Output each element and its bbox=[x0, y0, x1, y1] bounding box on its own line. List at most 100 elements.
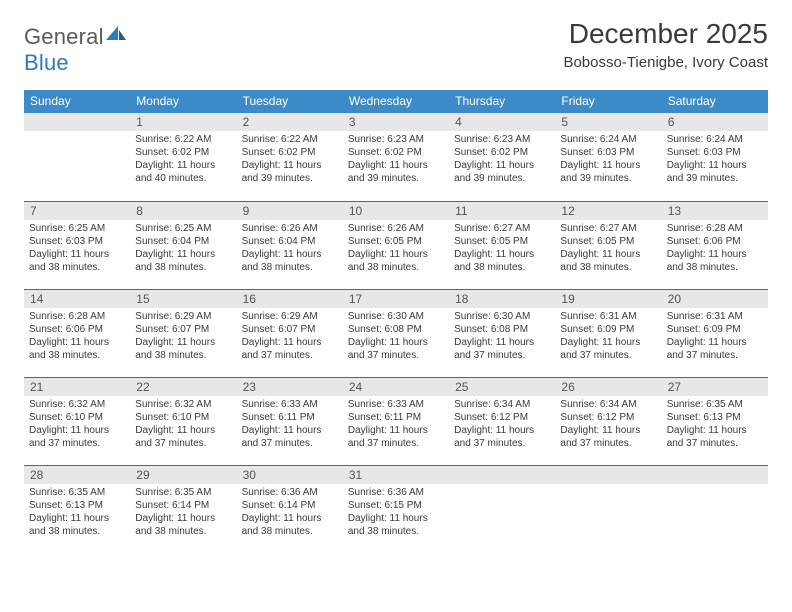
daylight-text: Daylight: 11 hours and 38 minutes. bbox=[135, 512, 232, 538]
sunrise-text: Sunrise: 6:29 AM bbox=[135, 310, 232, 323]
sunset-text: Sunset: 6:06 PM bbox=[29, 323, 126, 336]
day-number: 30 bbox=[237, 466, 343, 484]
sunset-text: Sunset: 6:09 PM bbox=[560, 323, 657, 336]
day-detail: Sunrise: 6:25 AMSunset: 6:03 PMDaylight:… bbox=[24, 220, 130, 277]
sunset-text: Sunset: 6:12 PM bbox=[454, 411, 551, 424]
daylight-text: Daylight: 11 hours and 38 minutes. bbox=[242, 512, 339, 538]
sunrise-text: Sunrise: 6:32 AM bbox=[29, 398, 126, 411]
daylight-text: Daylight: 11 hours and 38 minutes. bbox=[348, 512, 445, 538]
sunset-text: Sunset: 6:03 PM bbox=[29, 235, 126, 248]
day-detail: Sunrise: 6:31 AMSunset: 6:09 PMDaylight:… bbox=[662, 308, 768, 365]
day-detail: Sunrise: 6:35 AMSunset: 6:13 PMDaylight:… bbox=[24, 484, 130, 541]
daylight-text: Daylight: 11 hours and 38 minutes. bbox=[348, 248, 445, 274]
day-cell: 28Sunrise: 6:35 AMSunset: 6:13 PMDayligh… bbox=[24, 465, 130, 553]
sunset-text: Sunset: 6:14 PM bbox=[242, 499, 339, 512]
day-cell: 23Sunrise: 6:33 AMSunset: 6:11 PMDayligh… bbox=[237, 377, 343, 465]
sunrise-text: Sunrise: 6:26 AM bbox=[242, 222, 339, 235]
day-number: 28 bbox=[24, 466, 130, 484]
sunrise-text: Sunrise: 6:29 AM bbox=[242, 310, 339, 323]
dayhead-sun: Sunday bbox=[24, 90, 130, 113]
daylight-text: Daylight: 11 hours and 37 minutes. bbox=[667, 336, 764, 362]
day-number bbox=[662, 466, 768, 484]
day-cell: 10Sunrise: 6:26 AMSunset: 6:05 PMDayligh… bbox=[343, 201, 449, 289]
daylight-text: Daylight: 11 hours and 37 minutes. bbox=[560, 336, 657, 362]
day-cell: 7Sunrise: 6:25 AMSunset: 6:03 PMDaylight… bbox=[24, 201, 130, 289]
day-number: 24 bbox=[343, 378, 449, 396]
sunrise-text: Sunrise: 6:25 AM bbox=[135, 222, 232, 235]
daylight-text: Daylight: 11 hours and 38 minutes. bbox=[667, 248, 764, 274]
day-number bbox=[24, 113, 130, 131]
day-detail: Sunrise: 6:22 AMSunset: 6:02 PMDaylight:… bbox=[130, 131, 236, 188]
daylight-text: Daylight: 11 hours and 37 minutes. bbox=[560, 424, 657, 450]
day-cell: 20Sunrise: 6:31 AMSunset: 6:09 PMDayligh… bbox=[662, 289, 768, 377]
day-cell: 27Sunrise: 6:35 AMSunset: 6:13 PMDayligh… bbox=[662, 377, 768, 465]
day-number: 6 bbox=[662, 113, 768, 131]
sunrise-text: Sunrise: 6:35 AM bbox=[667, 398, 764, 411]
sunrise-text: Sunrise: 6:23 AM bbox=[348, 133, 445, 146]
day-detail: Sunrise: 6:30 AMSunset: 6:08 PMDaylight:… bbox=[449, 308, 555, 365]
day-detail: Sunrise: 6:22 AMSunset: 6:02 PMDaylight:… bbox=[237, 131, 343, 188]
daylight-text: Daylight: 11 hours and 37 minutes. bbox=[242, 336, 339, 362]
day-detail: Sunrise: 6:29 AMSunset: 6:07 PMDaylight:… bbox=[130, 308, 236, 365]
sunset-text: Sunset: 6:14 PM bbox=[135, 499, 232, 512]
daylight-text: Daylight: 11 hours and 37 minutes. bbox=[348, 336, 445, 362]
sunrise-text: Sunrise: 6:35 AM bbox=[135, 486, 232, 499]
sunset-text: Sunset: 6:02 PM bbox=[242, 146, 339, 159]
day-detail: Sunrise: 6:32 AMSunset: 6:10 PMDaylight:… bbox=[130, 396, 236, 453]
dayhead-mon: Monday bbox=[130, 90, 236, 113]
day-cell bbox=[662, 465, 768, 553]
day-number: 29 bbox=[130, 466, 236, 484]
day-number bbox=[449, 466, 555, 484]
daylight-text: Daylight: 11 hours and 39 minutes. bbox=[242, 159, 339, 185]
sunset-text: Sunset: 6:04 PM bbox=[135, 235, 232, 248]
day-detail: Sunrise: 6:34 AMSunset: 6:12 PMDaylight:… bbox=[555, 396, 661, 453]
sunset-text: Sunset: 6:13 PM bbox=[667, 411, 764, 424]
sunrise-text: Sunrise: 6:31 AM bbox=[560, 310, 657, 323]
sunset-text: Sunset: 6:03 PM bbox=[560, 146, 657, 159]
day-cell: 21Sunrise: 6:32 AMSunset: 6:10 PMDayligh… bbox=[24, 377, 130, 465]
sunset-text: Sunset: 6:02 PM bbox=[348, 146, 445, 159]
week-row: 7Sunrise: 6:25 AMSunset: 6:03 PMDaylight… bbox=[24, 201, 768, 289]
day-number: 1 bbox=[130, 113, 236, 131]
day-detail: Sunrise: 6:26 AMSunset: 6:04 PMDaylight:… bbox=[237, 220, 343, 277]
daylight-text: Daylight: 11 hours and 39 minutes. bbox=[560, 159, 657, 185]
sunrise-text: Sunrise: 6:27 AM bbox=[454, 222, 551, 235]
sunset-text: Sunset: 6:03 PM bbox=[667, 146, 764, 159]
sunset-text: Sunset: 6:08 PM bbox=[348, 323, 445, 336]
day-number: 23 bbox=[237, 378, 343, 396]
day-cell: 16Sunrise: 6:29 AMSunset: 6:07 PMDayligh… bbox=[237, 289, 343, 377]
sunrise-text: Sunrise: 6:27 AM bbox=[560, 222, 657, 235]
sunrise-text: Sunrise: 6:24 AM bbox=[560, 133, 657, 146]
day-cell: 14Sunrise: 6:28 AMSunset: 6:06 PMDayligh… bbox=[24, 289, 130, 377]
day-number: 15 bbox=[130, 290, 236, 308]
day-cell: 3Sunrise: 6:23 AMSunset: 6:02 PMDaylight… bbox=[343, 113, 449, 201]
day-number: 22 bbox=[130, 378, 236, 396]
sunset-text: Sunset: 6:15 PM bbox=[348, 499, 445, 512]
brand-logo: GeneralBlue bbox=[24, 24, 126, 76]
daylight-text: Daylight: 11 hours and 39 minutes. bbox=[667, 159, 764, 185]
day-detail: Sunrise: 6:23 AMSunset: 6:02 PMDaylight:… bbox=[343, 131, 449, 188]
calendar-page: GeneralBlue December 2025 Bobosso-Tienig… bbox=[0, 0, 792, 563]
day-detail: Sunrise: 6:27 AMSunset: 6:05 PMDaylight:… bbox=[555, 220, 661, 277]
daylight-text: Daylight: 11 hours and 38 minutes. bbox=[29, 248, 126, 274]
sunrise-text: Sunrise: 6:22 AM bbox=[135, 133, 232, 146]
day-number bbox=[555, 466, 661, 484]
day-cell: 30Sunrise: 6:36 AMSunset: 6:14 PMDayligh… bbox=[237, 465, 343, 553]
sunset-text: Sunset: 6:05 PM bbox=[560, 235, 657, 248]
calendar-body: 1Sunrise: 6:22 AMSunset: 6:02 PMDaylight… bbox=[24, 113, 768, 553]
sunrise-text: Sunrise: 6:35 AM bbox=[29, 486, 126, 499]
day-detail: Sunrise: 6:30 AMSunset: 6:08 PMDaylight:… bbox=[343, 308, 449, 365]
sunrise-text: Sunrise: 6:24 AM bbox=[667, 133, 764, 146]
brand-text: GeneralBlue bbox=[24, 24, 126, 76]
day-detail: Sunrise: 6:31 AMSunset: 6:09 PMDaylight:… bbox=[555, 308, 661, 365]
sunset-text: Sunset: 6:04 PM bbox=[242, 235, 339, 248]
sunset-text: Sunset: 6:11 PM bbox=[242, 411, 339, 424]
day-number: 26 bbox=[555, 378, 661, 396]
sunrise-text: Sunrise: 6:26 AM bbox=[348, 222, 445, 235]
day-number: 17 bbox=[343, 290, 449, 308]
sunrise-text: Sunrise: 6:25 AM bbox=[29, 222, 126, 235]
daylight-text: Daylight: 11 hours and 38 minutes. bbox=[242, 248, 339, 274]
day-cell: 25Sunrise: 6:34 AMSunset: 6:12 PMDayligh… bbox=[449, 377, 555, 465]
dayhead-wed: Wednesday bbox=[343, 90, 449, 113]
daylight-text: Daylight: 11 hours and 37 minutes. bbox=[242, 424, 339, 450]
